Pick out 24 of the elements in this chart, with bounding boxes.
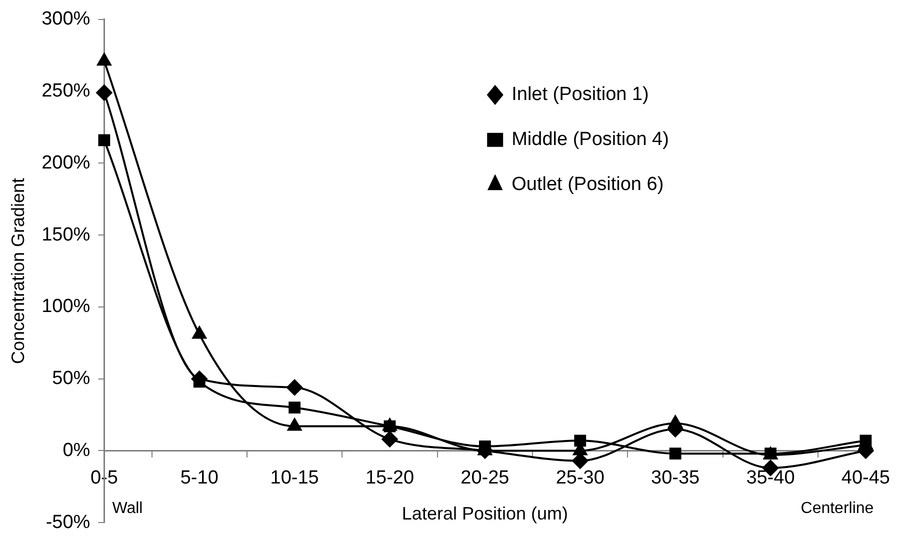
x-tick-label: 25-30 — [556, 467, 604, 488]
y-tick-label: 100% — [42, 296, 90, 318]
legend-label: Outlet (Position 6) — [512, 174, 664, 196]
y-tick-label: 150% — [42, 224, 90, 246]
annotation: Centerline — [800, 500, 874, 518]
x-axis-title: Lateral Position (um) — [402, 503, 568, 524]
y-tick-label: -50% — [46, 512, 90, 533]
x-tick-label: 40-45 — [841, 467, 890, 488]
y-axis-title: Concentration Gradient — [8, 178, 28, 364]
x-tick-label: 5-10 — [180, 467, 218, 488]
x-tick-label: 10-15 — [270, 467, 319, 488]
y-tick-label: 250% — [42, 80, 90, 102]
legend-label: Inlet (Position 1) — [512, 84, 649, 106]
x-tick-label: 0-5 — [90, 467, 118, 488]
y-tick-label: 200% — [42, 152, 90, 174]
x-tick-label: 30-35 — [651, 467, 700, 488]
y-tick-label: 300% — [42, 8, 90, 30]
legend-label: Middle (Position 4) — [512, 129, 669, 150]
x-tick-label: 15-20 — [365, 467, 414, 488]
x-tick-label: 35-40 — [746, 467, 795, 488]
y-tick-label: 50% — [52, 368, 90, 390]
annotation: Wall — [112, 500, 143, 518]
y-tick-label: 0% — [62, 440, 90, 461]
x-tick-label: 20-25 — [460, 467, 510, 488]
